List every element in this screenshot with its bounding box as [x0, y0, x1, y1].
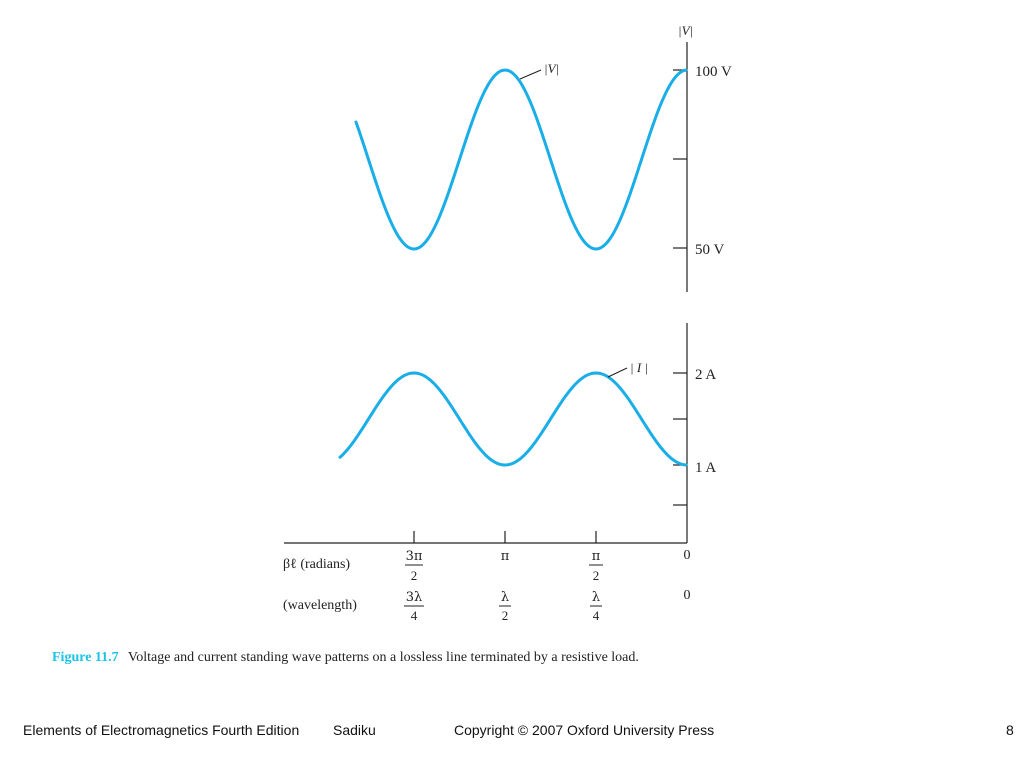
radians-tick-pi-over-2-denominator: 2	[593, 568, 600, 583]
caption-text: Voltage and current standing wave patter…	[127, 650, 639, 665]
figure-caption: Figure 11.7 Voltage and current standing…	[52, 650, 639, 666]
wavelength-row-label: (wavelength)	[283, 598, 357, 613]
voltage-curve-leader	[519, 69, 542, 80]
footer-copyright: Copyright © 2007 Oxford University Press	[454, 722, 715, 738]
current-curve-leader	[607, 367, 628, 378]
current-tick-label-2a: 2 A	[695, 367, 716, 383]
wavelength-tick-zero: 0	[684, 588, 691, 603]
voltage-standing-wave-curve	[354, 68, 688, 251]
footer-author: Sadiku	[333, 722, 376, 738]
voltage-axis-title: |V|	[678, 23, 693, 38]
radians-tick-pi-over-2-numerator: π	[592, 549, 601, 564]
current-panel: 2 A 1 A | I |	[338, 323, 716, 543]
wavelength-tick-lambda-over-2-numerator: λ	[501, 590, 509, 605]
footer-book-title: Elements of Electromagnetics Fourth Edit…	[23, 722, 300, 738]
horizontal-axis: βℓ (radians) (wavelength) 3π 2 π π 2 0 3…	[283, 531, 691, 623]
radians-tick-zero: 0	[684, 548, 691, 563]
radians-row-label: βℓ (radians)	[283, 557, 350, 572]
radians-tick-pi: π	[501, 549, 510, 564]
radians-tick-3pi-over-2-denominator: 2	[411, 568, 418, 583]
current-standing-wave-curve	[338, 371, 688, 467]
wavelength-tick-lambda-over-4-denominator: 4	[593, 608, 600, 623]
wavelength-tick-3lambda-over-4-numerator: 3λ	[406, 590, 423, 605]
footer-page-number: 8	[1006, 722, 1014, 738]
current-curve-label: | I |	[630, 360, 648, 375]
standing-wave-figure: |V| 100 V 50 V |V| 2 A 1 A | I | βℓ (rad…	[283, 23, 732, 623]
wavelength-tick-lambda-over-4-numerator: λ	[592, 590, 600, 605]
voltage-curve-label: |V|	[544, 61, 559, 76]
radians-tick-3pi-over-2-numerator: 3π	[406, 549, 423, 564]
voltage-tick-label-100v: 100 V	[695, 64, 732, 80]
voltage-tick-label-50v: 50 V	[695, 242, 724, 258]
wavelength-tick-3lambda-over-4-denominator: 4	[411, 608, 418, 623]
wavelength-tick-lambda-over-2-denominator: 2	[502, 608, 509, 623]
figure-number: Figure 11.7	[52, 650, 119, 665]
voltage-panel: |V| 100 V 50 V |V|	[354, 23, 732, 292]
current-tick-label-1a: 1 A	[695, 460, 716, 476]
